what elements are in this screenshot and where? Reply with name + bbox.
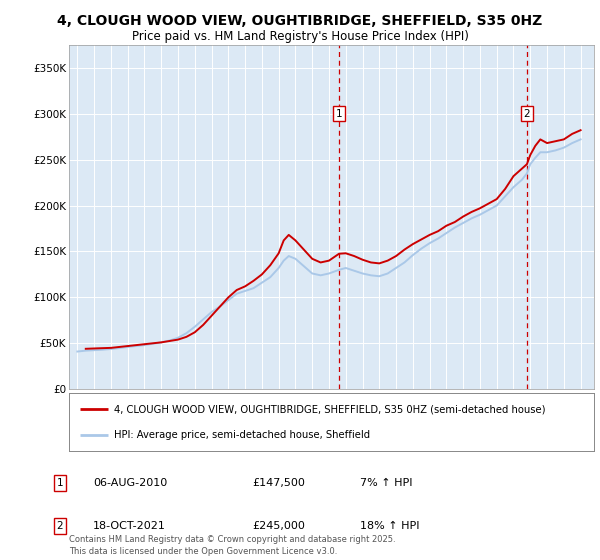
Text: 2: 2 [524,109,530,119]
Text: £245,000: £245,000 [252,521,305,531]
Text: 18% ↑ HPI: 18% ↑ HPI [360,521,419,531]
Text: 1: 1 [336,109,343,119]
Text: HPI: Average price, semi-detached house, Sheffield: HPI: Average price, semi-detached house,… [113,430,370,440]
Text: 7% ↑ HPI: 7% ↑ HPI [360,478,413,488]
Text: 4, CLOUGH WOOD VIEW, OUGHTIBRIDGE, SHEFFIELD, S35 0HZ (semi-detached house): 4, CLOUGH WOOD VIEW, OUGHTIBRIDGE, SHEFF… [113,404,545,414]
Text: 2: 2 [56,521,64,531]
Text: Contains HM Land Registry data © Crown copyright and database right 2025.
This d: Contains HM Land Registry data © Crown c… [69,535,395,556]
Text: 1: 1 [56,478,64,488]
Text: 18-OCT-2021: 18-OCT-2021 [93,521,166,531]
Text: 4, CLOUGH WOOD VIEW, OUGHTIBRIDGE, SHEFFIELD, S35 0HZ: 4, CLOUGH WOOD VIEW, OUGHTIBRIDGE, SHEFF… [58,14,542,28]
Text: Price paid vs. HM Land Registry's House Price Index (HPI): Price paid vs. HM Land Registry's House … [131,30,469,43]
Text: 06-AUG-2010: 06-AUG-2010 [93,478,167,488]
Text: £147,500: £147,500 [252,478,305,488]
